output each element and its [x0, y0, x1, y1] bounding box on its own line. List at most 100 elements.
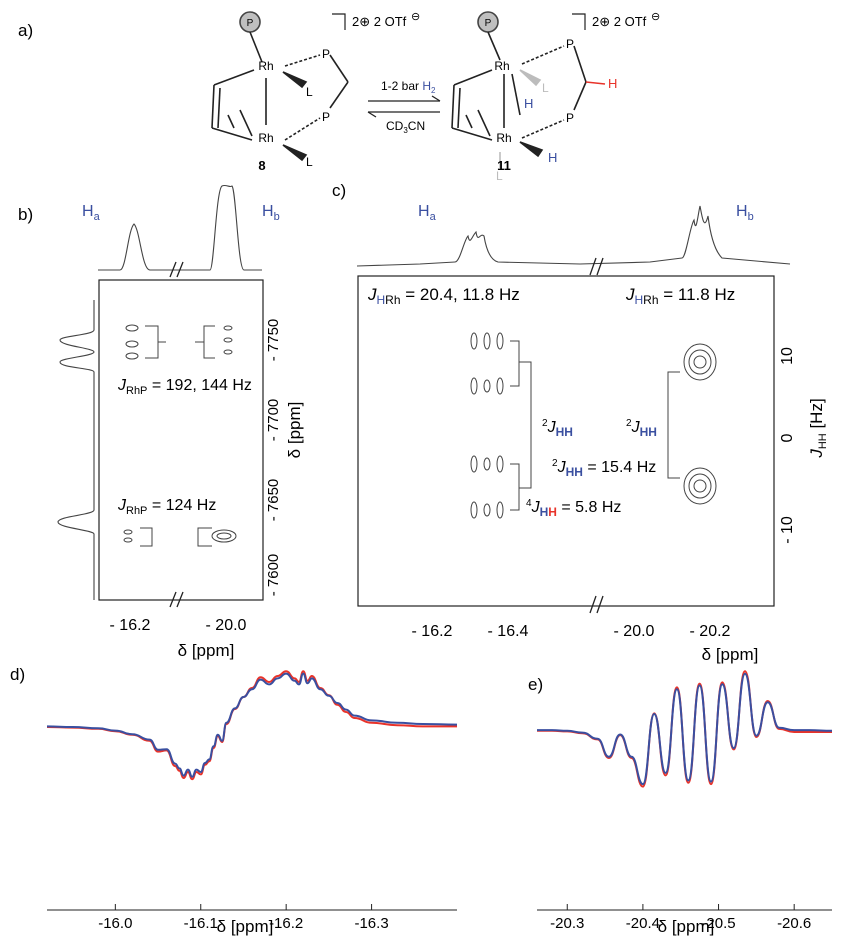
panel-d-plot — [46, 670, 458, 781]
panel-b-hb-label: Hb — [262, 203, 280, 223]
axis-break-c-bottom-2 — [596, 595, 604, 614]
panel-e-letter: e) — [528, 675, 543, 694]
anion-charge-right: ⊖ — [651, 11, 660, 23]
panel-a-letter: a) — [18, 21, 33, 40]
panel-b-frame — [98, 279, 264, 601]
axis-break-b-bottom-1 — [169, 591, 177, 608]
panel-e-tick-label-1: -20.4 — [626, 915, 660, 932]
panel-b-jrhp-top: JRhP = 192, 144 Hz — [117, 377, 252, 397]
panel-e-series-1 — [536, 672, 833, 786]
axis-break-b-bottom-2 — [176, 591, 184, 608]
panel-c-contours-right — [667, 343, 717, 505]
panel-b-xtick-1: - 16.2 — [110, 617, 151, 634]
compound-11-label: 11 — [497, 158, 511, 173]
h-label-red: H — [608, 76, 617, 91]
rh-label-4: Rh — [496, 131, 511, 145]
charge-bracket-right — [572, 13, 586, 30]
l-label-4: L — [496, 169, 503, 183]
panel-b-ytick-1: - 7750 — [265, 319, 282, 362]
panel-c-ha-label: Ha — [418, 203, 437, 223]
p-circle-label-left: P — [247, 18, 254, 29]
panel-b-ha-label: Ha — [82, 203, 101, 223]
panel-c-2jhh-left: 2JHH — [542, 418, 573, 439]
anion-charge-left: ⊖ — [411, 11, 420, 23]
rh-label-2: Rh — [258, 131, 273, 145]
panel-e-plot — [536, 670, 833, 788]
h-label-terminal: H — [548, 150, 557, 165]
panel-e-xlabel: δ [ppm] — [658, 917, 715, 936]
panel-c-j-right: JHRh = 11.8 Hz — [625, 285, 735, 307]
panel-c-ytick-2: 0 — [779, 433, 796, 442]
panel-c-ytick-3: - 10 — [779, 516, 796, 544]
panel-d-series-1 — [46, 672, 458, 778]
panel-c-xtick-1: - 16.2 — [412, 623, 453, 640]
panel-c-2jhh-right: 2JHH — [626, 418, 657, 439]
panel-b-ytick-2: - 7700 — [265, 399, 282, 442]
panel-b-yticks: - 7750 - 7700 - 7650 - 7600 — [265, 319, 282, 597]
panel-b-xtick-2: - 20.0 — [206, 617, 247, 634]
panel-d-xlabel: δ [ppm] — [217, 917, 274, 936]
axis-break-c-top-2 — [596, 257, 604, 276]
panel-b-contours-bottom — [123, 527, 237, 547]
panel-e-tick-label-3: -20.6 — [777, 915, 811, 932]
panel-c-xtick-4: - 20.2 — [690, 623, 731, 640]
panel-b-ytick-4: - 7600 — [265, 554, 282, 597]
panel-c-hb-label: Hb — [736, 203, 754, 223]
charge-bracket-left — [332, 13, 346, 30]
panel-d-tick-label-2: -16.2 — [269, 915, 303, 932]
panel-c-xtick-2: - 16.4 — [488, 623, 529, 640]
panel-e-tick-label-2: -20.5 — [701, 915, 735, 932]
l-label-2: L — [306, 155, 313, 169]
rh-label-3: Rh — [494, 59, 509, 73]
p-label-1: P — [322, 47, 330, 61]
panel-e-ticks: -20.3 -20.4 -20.5 -20.6 — [550, 904, 811, 932]
compound-8-label: 8 — [258, 158, 265, 173]
scheme-compound-11 — [451, 11, 606, 168]
scheme-compound-8 — [211, 11, 349, 162]
axis-break-c-bottom-1 — [589, 595, 597, 614]
panel-d-ticks: -16.0 -16.1 -16.2 -16.3 — [98, 904, 389, 932]
equilibrium-arrow — [367, 95, 441, 118]
panel-c-4jhh-value: 4JHH = 5.8 Hz — [526, 498, 621, 519]
panel-b-xlabel: δ [ppm] — [178, 641, 235, 660]
axis-break-b-top-1 — [169, 261, 177, 278]
panel-c-xlabel: δ [ppm] — [702, 645, 759, 664]
panel-d-tick-label-0: -16.0 — [98, 915, 132, 932]
p-label-3: P — [566, 37, 574, 51]
panel-c-xtick-3: - 20.0 — [614, 623, 655, 640]
charge-label-left: 2⊕ 2 OTf — [352, 14, 407, 29]
panel-d-tick-label-1: -16.1 — [184, 915, 218, 932]
axis-break-c-top-1 — [589, 257, 597, 276]
p-label-4: P — [566, 111, 574, 125]
rh-label-1: Rh — [258, 59, 273, 73]
panel-b-jrhp-bottom: JRhP = 124 Hz — [117, 497, 216, 517]
panel-c-frame — [357, 275, 775, 607]
panel-b-top-projection — [98, 184, 262, 271]
panel-d-letter: d) — [10, 665, 25, 684]
axis-break-b-top-2 — [176, 261, 184, 278]
panel-c-ylabel: JHH [Hz] — [807, 398, 829, 458]
panel-c-letter: c) — [332, 181, 346, 200]
l-label-3: L — [542, 81, 549, 95]
panel-d-tick-label-3: -16.3 — [354, 915, 388, 932]
panel-c-yticks: 10 0 - 10 — [779, 347, 796, 544]
panel-c-contours-left — [470, 332, 532, 519]
panel-d-series-0 — [46, 670, 457, 781]
arrow-top-text: 1-2 bar H2 — [381, 79, 436, 95]
panel-b-letter: b) — [18, 205, 33, 224]
p-label-2: P — [322, 110, 330, 124]
p-circle-label-right: P — [485, 18, 492, 29]
panel-c-j-left: JHRh = 20.4, 11.8 Hz — [367, 285, 520, 307]
panel-b-left-projection — [57, 300, 95, 600]
panel-b-contours-top — [125, 324, 233, 360]
panel-b-ylabel: δ [ppm] — [285, 402, 304, 459]
panel-b-ytick-3: - 7650 — [265, 479, 282, 522]
panel-c-top-projection — [356, 205, 791, 267]
l-label-1: L — [306, 85, 313, 99]
panel-e-tick-label-0: -20.3 — [550, 915, 584, 932]
charge-label-right: 2⊕ 2 OTf — [592, 14, 647, 29]
arrow-bottom-text: CD3CN — [386, 119, 425, 135]
h-label-bridge: H — [524, 96, 533, 111]
panel-c-ytick-1: 10 — [779, 347, 796, 365]
